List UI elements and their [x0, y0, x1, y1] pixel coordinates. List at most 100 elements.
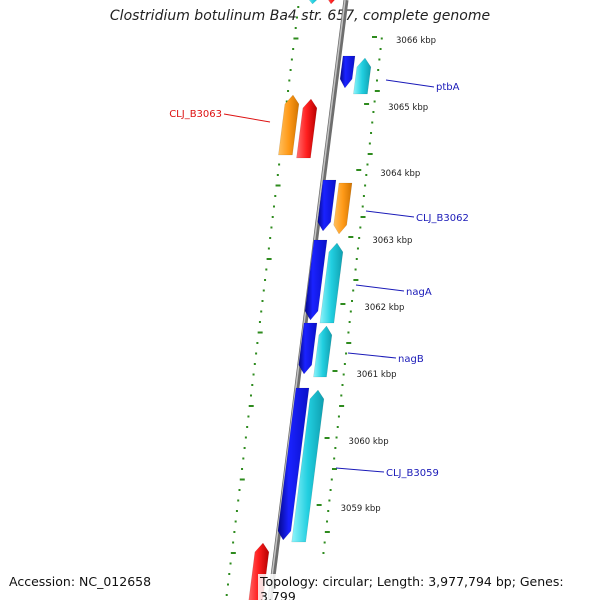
- topology-text: Topology: circular; Length: 3,977,794 bp…: [258, 574, 600, 600]
- gc-dot: [294, 27, 297, 29]
- tick-label: 3066 kbp: [396, 36, 436, 46]
- gc-dot: [243, 447, 246, 449]
- gc-dot: [360, 216, 366, 218]
- gene-feature-arrow: [333, 182, 353, 235]
- tick-label: 3060 kbp: [349, 437, 389, 447]
- gc-dot: [359, 226, 362, 229]
- gc-dot: [235, 510, 238, 512]
- gene-callout-line: [365, 210, 415, 218]
- gc-dot: [358, 237, 361, 239]
- gc-dot: [234, 520, 237, 523]
- gc-dot: [290, 58, 293, 61]
- gc-dot: [327, 510, 330, 512]
- gene-label: nagB: [398, 354, 424, 365]
- gc-dot: [241, 468, 244, 470]
- gene-label: CLJ_B3063: [169, 109, 222, 120]
- gc-dot: [353, 279, 359, 281]
- gc-dot: [297, 6, 300, 8]
- tick-label: 3061 kbp: [356, 370, 396, 380]
- gc-dot: [267, 247, 270, 250]
- tick-mark: [340, 303, 346, 305]
- gc-dot: [326, 520, 329, 523]
- gene-label: nagA: [406, 287, 432, 298]
- gene-feature-arrow: [291, 389, 325, 543]
- gc-dot: [258, 321, 261, 323]
- gene-callout-line: [347, 352, 397, 359]
- tick-mark: [332, 370, 338, 372]
- gene-feature-arrow: [277, 387, 310, 541]
- gene-callout-line: [385, 79, 435, 88]
- gene-label: CLJ_B3062: [416, 213, 469, 224]
- gc-dot: [371, 121, 374, 124]
- gc-dot: [368, 142, 371, 145]
- gc-dot: [349, 310, 352, 313]
- gc-dot: [352, 289, 355, 292]
- gc-dot: [248, 405, 254, 407]
- tick-label: 3063 kbp: [372, 236, 412, 246]
- gc-dot: [269, 237, 272, 239]
- gc-dot: [230, 552, 236, 554]
- gc-dot: [276, 174, 279, 176]
- gene-feature-arrow: [304, 239, 328, 321]
- gc-dot: [238, 489, 241, 491]
- gc-dot: [252, 373, 255, 376]
- gc-content-track: [225, 6, 383, 596]
- tick-mark: [372, 36, 377, 38]
- gc-dot: [264, 279, 267, 281]
- gene-feature-arrow: [308, 0, 318, 5]
- gc-dot: [249, 394, 252, 397]
- gc-dot: [246, 426, 249, 428]
- gc-dot: [347, 331, 350, 334]
- gc-dot: [261, 300, 264, 302]
- gc-dot: [285, 100, 288, 103]
- gene-label: CLJ_B3059: [386, 468, 439, 479]
- gc-dot: [266, 258, 272, 260]
- tick-label: 3062 kbp: [364, 303, 404, 313]
- gc-dot: [333, 457, 336, 460]
- gc-dot: [256, 342, 259, 344]
- gc-dot: [271, 216, 274, 218]
- gc-dot: [257, 331, 263, 334]
- gc-dot: [251, 384, 254, 386]
- gene-callout-line: [223, 113, 271, 123]
- gc-dot: [292, 48, 295, 50]
- gene-feature-arrow: [296, 98, 318, 159]
- gc-dot: [348, 321, 351, 323]
- accession-text: Accession: NC_012658: [9, 574, 152, 589]
- map-title: Clostridium botulinum Ba4 str. 657, comp…: [109, 8, 491, 24]
- gc-dot: [374, 90, 380, 92]
- gc-dot: [270, 226, 273, 229]
- gene-feature-arrow: [319, 242, 344, 324]
- gc-dot: [377, 69, 380, 71]
- tick-label: 3059 kbp: [341, 504, 381, 514]
- gc-dot: [361, 205, 364, 208]
- tick-label: 3064 kbp: [380, 169, 420, 179]
- gc-dot: [295, 16, 298, 19]
- gc-dot: [366, 163, 369, 166]
- gc-dot: [335, 436, 338, 439]
- gc-dot: [229, 562, 232, 565]
- gc-dot: [288, 79, 291, 82]
- gc-dot: [341, 384, 344, 386]
- gc-dot: [225, 594, 228, 596]
- gc-dot: [228, 573, 231, 575]
- gc-dot: [323, 541, 326, 544]
- gc-dot: [262, 289, 265, 292]
- gc-dot: [364, 184, 367, 187]
- gc-dot: [324, 531, 330, 533]
- gene-callout-line: [335, 467, 385, 473]
- gc-dot: [362, 195, 365, 197]
- gene-feature-arrow: [298, 322, 318, 375]
- gc-dot: [372, 111, 375, 113]
- gc-dot: [278, 163, 281, 166]
- gc-dot: [378, 58, 381, 61]
- gc-dot: [274, 195, 277, 197]
- tick-mark: [364, 103, 370, 105]
- gc-dot: [265, 268, 268, 271]
- tick-track: 3066 kbp 3065 kbp 3064 kbp 3063 kbp 3062 kbp…: [316, 36, 436, 514]
- gc-dot: [354, 268, 357, 271]
- gc-dot: [275, 184, 281, 187]
- gc-dot: [351, 300, 354, 302]
- gc-dot: [289, 69, 292, 71]
